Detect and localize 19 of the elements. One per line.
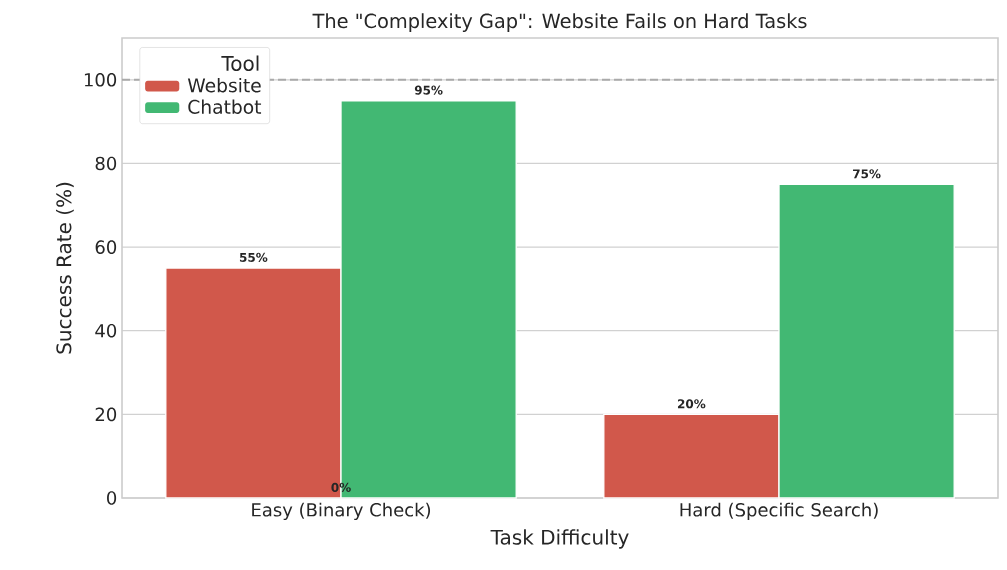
data-label: 95%: [414, 85, 443, 95]
y-tick-label: 100: [84, 73, 117, 87]
annotation: 0%: [331, 482, 351, 492]
legend-label: Website: [187, 77, 261, 93]
legend-title: Tool: [221, 55, 259, 71]
y-tick-label: 60: [95, 240, 117, 254]
y-tick-label: 40: [95, 323, 117, 338]
y-tick-label: 80: [95, 156, 117, 171]
data-label: 55%: [239, 252, 268, 262]
x-tick-label: Hard (Specific Search): [680, 502, 878, 521]
data-label: 20%: [677, 399, 706, 409]
legend-label: Chatbot: [188, 99, 262, 114]
x-tick-label: Easy (Binary Check): [252, 502, 431, 521]
x-axis-title: Task Difficulty: [490, 529, 629, 549]
y-axis-title: Success Rate (%): [55, 182, 74, 354]
y-tick-label: 20: [95, 407, 117, 422]
data-label: 75%: [853, 169, 881, 179]
y-tick-label: 0: [107, 491, 117, 505]
chart-title: The "Complexity Gap": Website Fails on Hard Tasks: [312, 13, 807, 32]
